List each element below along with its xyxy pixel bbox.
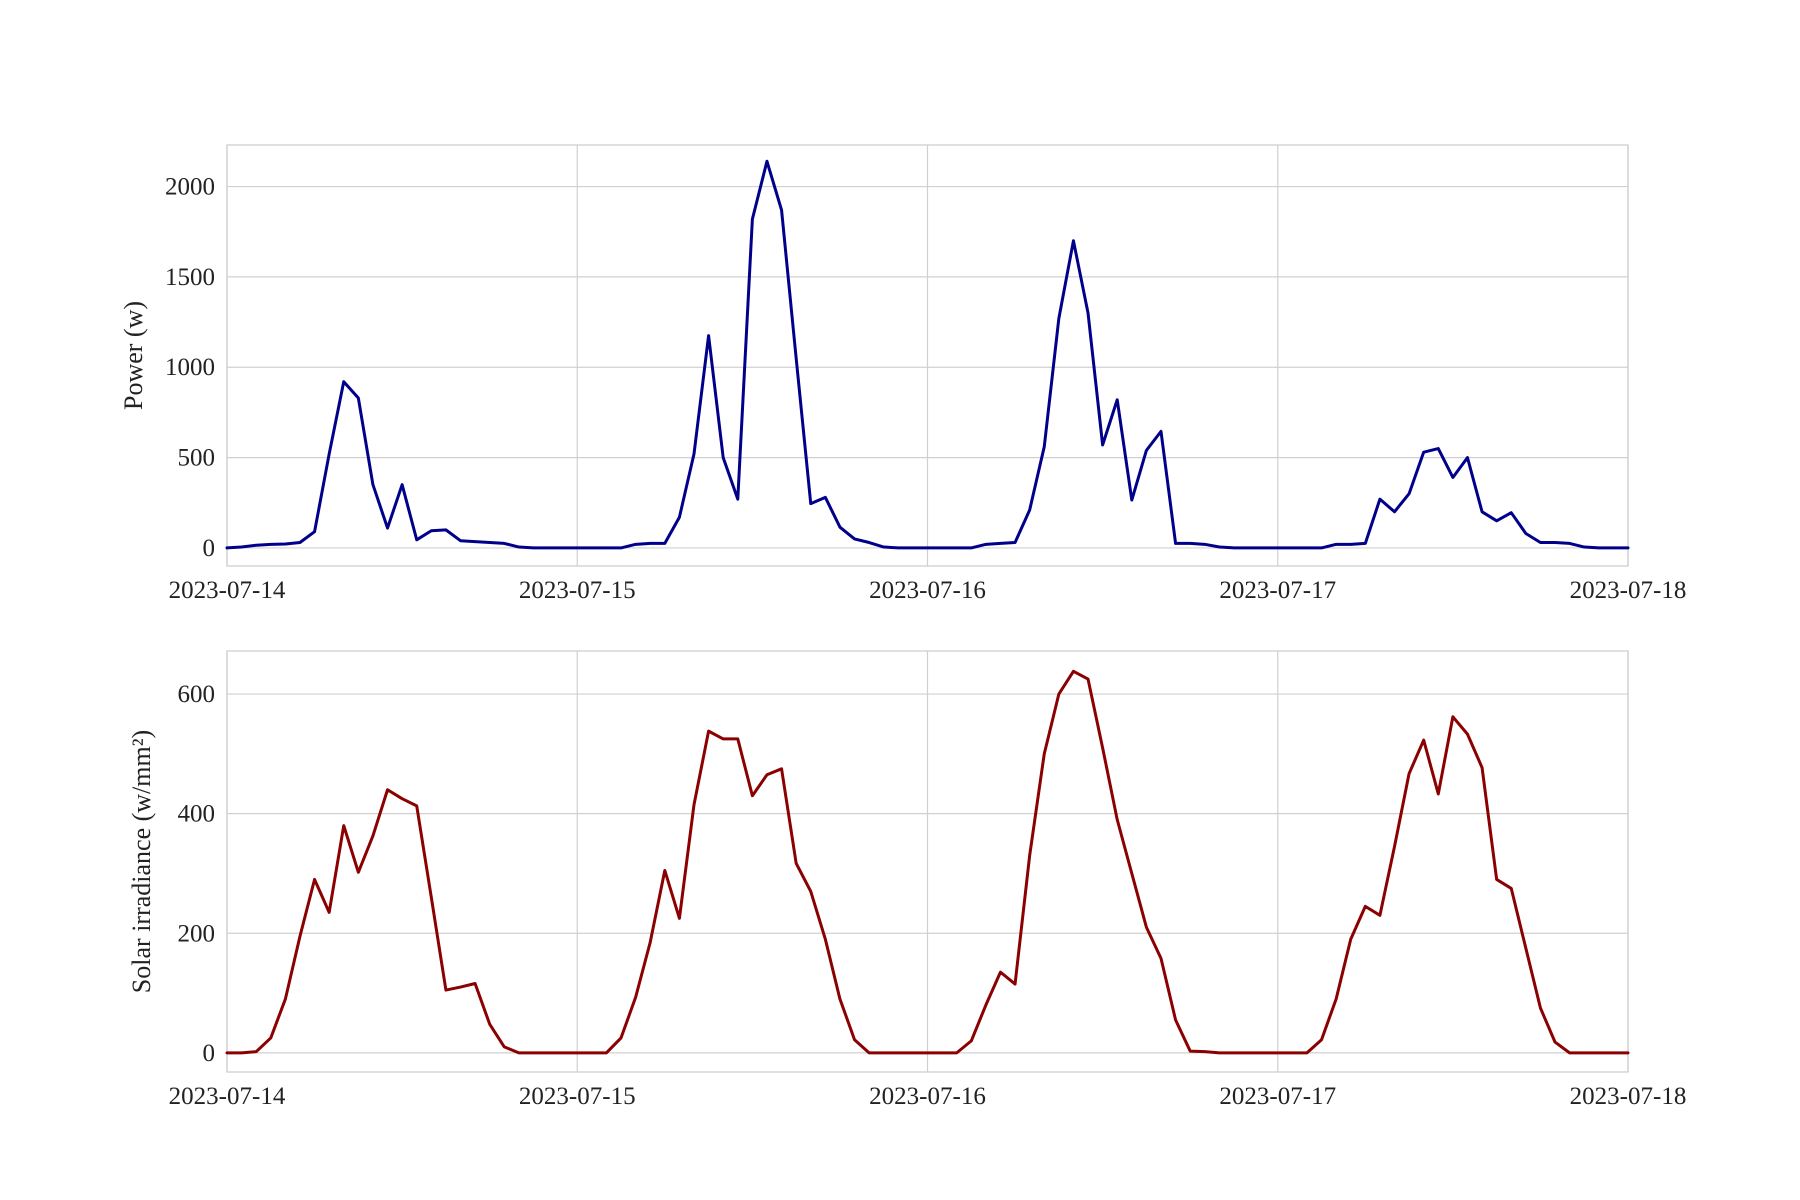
y-tick-label: 0 xyxy=(203,1040,216,1067)
x-tick-label: 2023-07-16 xyxy=(869,577,986,604)
x-tick-label: 2023-07-18 xyxy=(1570,1083,1687,1110)
x-tick-label: 2023-07-16 xyxy=(869,1083,986,1110)
x-tick-label: 2023-07-15 xyxy=(519,1083,636,1110)
plot-frame xyxy=(226,144,1629,567)
x-tick-label: 2023-07-17 xyxy=(1219,577,1336,604)
y-tick-label: 600 xyxy=(178,681,216,708)
y-tick-label: 500 xyxy=(178,445,216,472)
x-tick-label: 2023-07-17 xyxy=(1219,1083,1336,1110)
y-tick-label: 2000 xyxy=(165,174,215,201)
y-tick-label: 1000 xyxy=(165,354,215,381)
y-axis-label: Solar irradiance (w/mm²) xyxy=(127,730,156,993)
x-tick-label: 2023-07-14 xyxy=(169,1083,286,1110)
x-tick-label: 2023-07-14 xyxy=(169,577,286,604)
power-chart: 2023-07-14 2023-07-15 2023-07-16 2023-07-17… xyxy=(119,144,1687,604)
x-tick-label: 2023-07-18 xyxy=(1570,577,1687,604)
irradiance-chart: 2023-07-14 2023-07-15 2023-07-16 2023-07-17… xyxy=(127,650,1687,1110)
series-line xyxy=(225,159,1630,550)
plot-frame xyxy=(226,650,1629,1073)
y-tick-label: 0 xyxy=(203,535,216,562)
x-tick-label: 2023-07-15 xyxy=(519,577,636,604)
y-tick-label: 1500 xyxy=(165,264,215,291)
y-axis-label: Power (w) xyxy=(119,301,148,410)
series-line xyxy=(225,669,1630,1055)
y-tick-label: 400 xyxy=(178,801,216,828)
y-tick-label: 200 xyxy=(178,920,216,947)
